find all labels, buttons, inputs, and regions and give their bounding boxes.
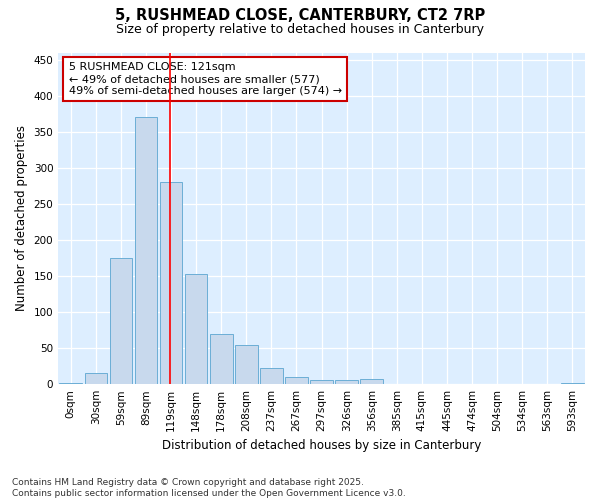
Text: 5 RUSHMEAD CLOSE: 121sqm
← 49% of detached houses are smaller (577)
49% of semi-: 5 RUSHMEAD CLOSE: 121sqm ← 49% of detach… bbox=[69, 62, 342, 96]
Bar bbox=[185, 274, 208, 384]
X-axis label: Distribution of detached houses by size in Canterbury: Distribution of detached houses by size … bbox=[162, 440, 481, 452]
Bar bbox=[310, 380, 333, 384]
Bar bbox=[134, 118, 157, 384]
Bar bbox=[85, 374, 107, 384]
Bar bbox=[110, 258, 132, 384]
Bar bbox=[561, 382, 584, 384]
Bar bbox=[210, 334, 233, 384]
Bar bbox=[335, 380, 358, 384]
Bar bbox=[260, 368, 283, 384]
Bar bbox=[160, 182, 182, 384]
Y-axis label: Number of detached properties: Number of detached properties bbox=[15, 126, 28, 312]
Bar bbox=[59, 382, 82, 384]
Bar bbox=[235, 344, 257, 384]
Text: Size of property relative to detached houses in Canterbury: Size of property relative to detached ho… bbox=[116, 22, 484, 36]
Bar bbox=[285, 377, 308, 384]
Bar bbox=[361, 379, 383, 384]
Text: 5, RUSHMEAD CLOSE, CANTERBURY, CT2 7RP: 5, RUSHMEAD CLOSE, CANTERBURY, CT2 7RP bbox=[115, 8, 485, 22]
Text: Contains HM Land Registry data © Crown copyright and database right 2025.
Contai: Contains HM Land Registry data © Crown c… bbox=[12, 478, 406, 498]
